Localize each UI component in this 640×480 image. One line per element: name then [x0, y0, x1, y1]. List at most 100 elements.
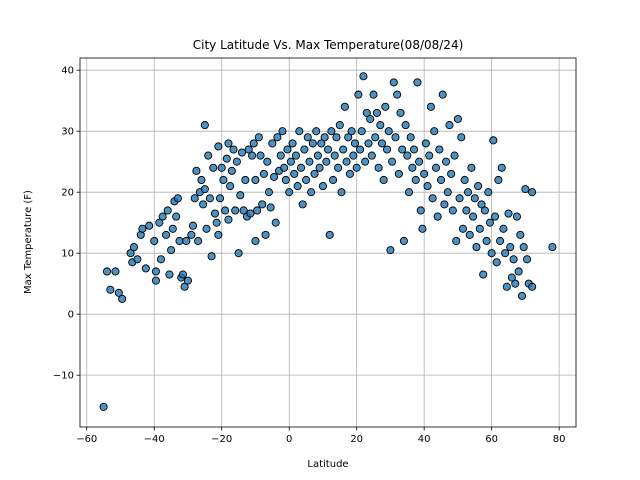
data-point: [457, 133, 466, 142]
data-point: [418, 224, 427, 233]
data-point: [342, 157, 351, 166]
data-point: [180, 282, 189, 291]
data-point: [409, 145, 419, 154]
data-point: [114, 288, 123, 297]
data-point: [386, 246, 395, 255]
data-point: [204, 151, 213, 160]
data-point: [528, 188, 537, 197]
data-point: [452, 236, 461, 246]
data-point: [215, 194, 225, 203]
data-point: [345, 169, 354, 178]
data-point: [445, 121, 454, 130]
data-point: [371, 133, 380, 142]
data-point: [517, 291, 527, 300]
x-tick-label: −60: [76, 434, 97, 445]
data-point: [283, 145, 292, 154]
data-point: [484, 188, 493, 197]
data-point: [168, 224, 177, 233]
data-point: [141, 264, 150, 273]
data-point: [261, 230, 270, 239]
data-point: [327, 127, 336, 136]
data-point: [388, 157, 397, 166]
data-point: [470, 194, 479, 203]
y-tick-label: 20: [61, 188, 74, 199]
data-point: [496, 236, 505, 246]
data-point: [401, 121, 410, 130]
x-axis-ticks: −60 −40 −20 0 20 40 60 80: [76, 427, 565, 445]
data-point: [398, 145, 407, 154]
data-point: [224, 139, 233, 148]
data-point: [236, 191, 245, 200]
data-point: [313, 151, 322, 160]
data-point: [421, 139, 430, 148]
data-point: [212, 218, 221, 227]
data-point: [150, 236, 159, 246]
data-point: [403, 151, 412, 160]
data-point: [296, 163, 306, 172]
data-point: [364, 139, 373, 148]
data-point: [512, 212, 522, 221]
data-point: [161, 230, 171, 239]
data-point: [317, 139, 326, 148]
data-point: [467, 163, 476, 172]
x-tick-label: 80: [553, 434, 566, 445]
data-point: [507, 273, 516, 282]
data-point: [310, 169, 319, 178]
data-point: [295, 127, 304, 136]
data-point: [406, 133, 415, 142]
y-tick-label: 30: [61, 127, 74, 138]
data-point: [389, 78, 398, 87]
data-point: [320, 133, 329, 142]
data-point: [209, 163, 218, 172]
data-point: [492, 258, 501, 267]
data-point: [182, 236, 191, 246]
data-point: [469, 212, 478, 221]
data-point: [224, 215, 233, 224]
data-point: [465, 230, 474, 239]
data-point: [415, 157, 424, 166]
data-point: [411, 175, 420, 185]
data-point: [226, 182, 235, 191]
data-point: [435, 145, 444, 154]
data-point: [376, 121, 385, 130]
data-point: [455, 194, 464, 203]
data-point: [511, 279, 520, 288]
data-point: [278, 127, 287, 136]
data-point: [479, 270, 488, 279]
data-point: [485, 218, 495, 227]
data-point: [187, 230, 196, 239]
data-point: [453, 114, 462, 124]
data-point: [322, 157, 331, 166]
plot-frame: [79, 57, 577, 428]
data-point: [298, 200, 307, 209]
data-point: [173, 194, 182, 203]
data-point: [145, 221, 154, 230]
data-point: [499, 224, 508, 233]
x-tick-label: 60: [485, 434, 498, 445]
data-point: [231, 206, 240, 215]
data-point: [480, 206, 489, 215]
data-point: [502, 282, 511, 291]
data-point: [263, 157, 272, 166]
data-point: [340, 102, 349, 111]
data-point: [290, 169, 299, 178]
data-point: [249, 139, 258, 148]
data-point: [286, 157, 295, 166]
data-point: [167, 246, 176, 255]
data-point: [443, 188, 452, 197]
data-point: [188, 221, 198, 230]
data-point: [428, 194, 437, 203]
data-point: [501, 249, 510, 258]
data-point: [323, 145, 333, 154]
data-point: [221, 206, 230, 215]
data-point: [133, 255, 142, 264]
data-point: [251, 236, 260, 246]
data-point: [280, 163, 289, 172]
data-point: [548, 243, 557, 252]
data-point: [377, 139, 387, 148]
data-point: [229, 145, 238, 154]
data-point: [156, 255, 166, 264]
data-point: [129, 243, 139, 252]
data-point: [514, 267, 523, 276]
